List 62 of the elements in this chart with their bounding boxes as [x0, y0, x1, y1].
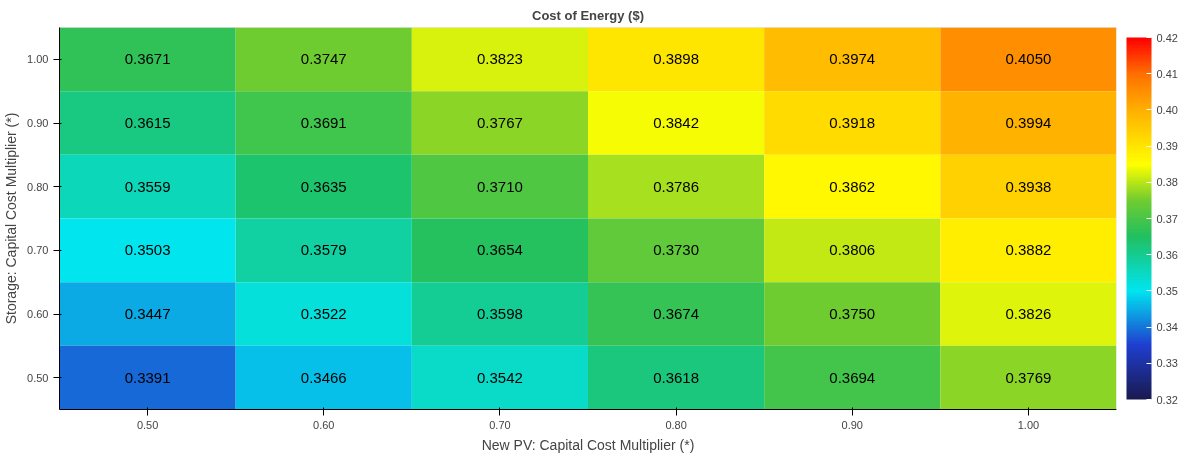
- y-tick-label: 0.70: [27, 244, 49, 257]
- data-label: 0.3503: [124, 241, 171, 259]
- data-label: 0.3391: [124, 368, 171, 386]
- data-label: 0.3786: [653, 177, 700, 195]
- data-label: 0.3618: [653, 368, 700, 386]
- data-label: 0.3466: [300, 368, 347, 386]
- data-label: 0.3447: [124, 305, 171, 322]
- y-tick-label: 0.80: [27, 180, 49, 193]
- color-bar-label: 0.39: [1156, 140, 1178, 153]
- data-label: 0.3918: [829, 114, 876, 131]
- y-tick-label: 0.90: [27, 117, 49, 129]
- y-tick-label: 0.60: [27, 308, 49, 320]
- x-tick-label: 0.60: [313, 418, 335, 431]
- x-tick-label: 0.70: [489, 418, 511, 431]
- data-label: 0.3579: [300, 241, 347, 259]
- data-label: 0.3767: [476, 114, 523, 131]
- data-label: 0.3842: [653, 114, 700, 131]
- data-label: 0.3747: [300, 50, 347, 68]
- color-bar-label: 0.41: [1156, 67, 1178, 80]
- data-label: 0.4050: [1005, 50, 1052, 68]
- data-label: 0.3750: [829, 305, 876, 322]
- color-bar-label: 0.36: [1156, 248, 1178, 261]
- x-tick-label: 0.90: [841, 418, 863, 431]
- data-label: 0.3710: [476, 177, 523, 195]
- data-label: 0.3806: [829, 241, 876, 259]
- color-bar-label: 0.34: [1156, 321, 1178, 334]
- color-bar-label: 0.33: [1156, 357, 1178, 370]
- data-label: 0.3674: [653, 305, 700, 322]
- data-label: 0.3826: [1005, 305, 1052, 322]
- data-label: 0.3542: [476, 368, 523, 386]
- data-label: 0.3769: [1005, 368, 1052, 386]
- color-bar-label: 0.38: [1156, 176, 1178, 189]
- x-tick-label: 0.50: [136, 418, 159, 431]
- data-label: 0.3823: [476, 50, 523, 68]
- data-label: 0.3694: [829, 368, 876, 386]
- data-label: 0.3862: [829, 177, 876, 195]
- color-bar-label: 0.40: [1156, 103, 1178, 116]
- color-bar-label: 0.42: [1156, 31, 1178, 44]
- data-label: 0.3898: [653, 50, 700, 68]
- data-label: 0.3730: [653, 241, 700, 259]
- color-bar-label: 0.35: [1156, 284, 1178, 297]
- data-label: 0.3522: [300, 305, 347, 322]
- data-label: 0.3654: [476, 241, 523, 259]
- data-label: 0.3635: [300, 177, 347, 195]
- data-label: 0.3615: [124, 114, 171, 131]
- y-tick-label: 0.50: [27, 371, 49, 384]
- x-tick-label: 1.00: [1017, 418, 1040, 431]
- x-axis-title: New PV: Capital Cost Multiplier (*): [481, 436, 695, 453]
- color-bar-label: 0.32: [1156, 393, 1178, 406]
- data-label: 0.3882: [1005, 241, 1052, 259]
- data-label: 0.3691: [300, 114, 347, 131]
- data-label: 0.3671: [124, 50, 171, 68]
- y-axis-title: Storage: Capital Cost Multiplier (*): [3, 112, 20, 325]
- color-bar-label: 0.37: [1156, 212, 1178, 225]
- data-label: 0.3994: [1005, 114, 1052, 131]
- data-label: 0.3974: [829, 50, 876, 68]
- data-label: 0.3598: [476, 305, 523, 322]
- x-tick-label: 0.80: [665, 418, 687, 431]
- y-tick-label: 1.00: [27, 53, 49, 66]
- chart-title: Cost of Energy ($): [532, 7, 644, 23]
- data-label: 0.3559: [124, 177, 171, 195]
- data-label: 0.3938: [1005, 177, 1052, 195]
